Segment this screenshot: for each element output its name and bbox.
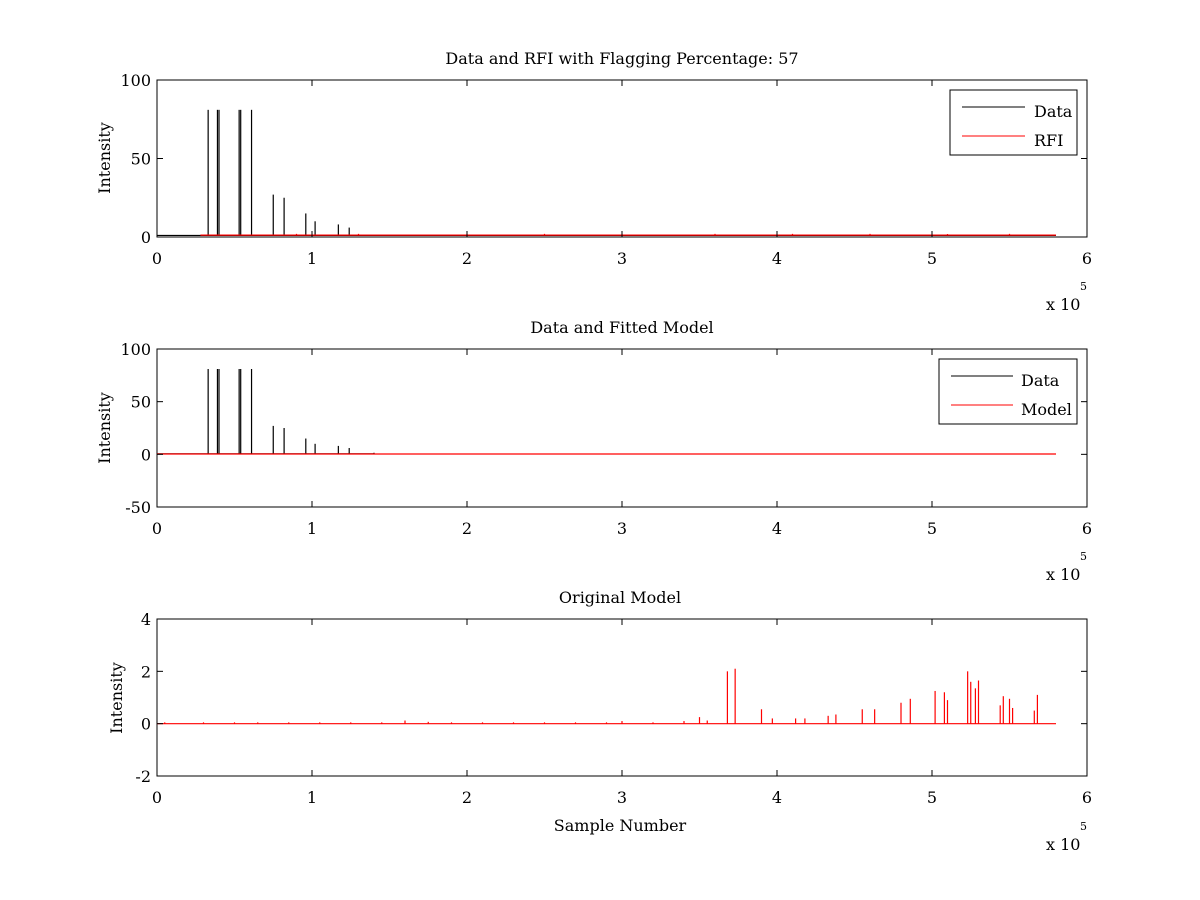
subplot-rfi-ylabel: Intensity xyxy=(95,122,114,194)
subplot-rfi-series-layer xyxy=(157,109,1056,237)
subplot-original-ytick-label-0: -2 xyxy=(135,767,151,786)
subplot-original-ylabel: Intensity xyxy=(107,662,126,734)
subplot-original-xtick-label-2: 2 xyxy=(462,788,472,807)
subplot-original-xtick-label-3: 3 xyxy=(617,788,627,807)
subplot-model-xtick-label-0: 0 xyxy=(152,519,162,538)
subplot-rfi-legend: Data RFI xyxy=(949,89,1078,156)
subplot-model-x-exponent: 5 xyxy=(1080,550,1087,563)
subplot-original-x-exponent: 5 xyxy=(1080,820,1087,833)
subplot-original-xtick-label-5: 5 xyxy=(927,788,937,807)
subplot-rfi-ticks: 0 1 2 3 4 5 6 0 50 100 xyxy=(120,71,1092,268)
subplot-rfi-x-exponent: 5 xyxy=(1080,280,1087,293)
subplot-rfi-xtick-label-2: 2 xyxy=(462,249,472,268)
subplot-rfi-xtick-label-4: 4 xyxy=(772,249,782,268)
subplot-rfi-ytick-label-1: 50 xyxy=(131,150,151,169)
subplot-original-ytick-label-3: 4 xyxy=(141,610,151,629)
subplot-model-legend: Data Model xyxy=(938,358,1078,425)
subplot-original-series-layer xyxy=(157,668,1056,725)
subplot-model-ylabel: Intensity xyxy=(95,392,114,464)
subplot-original-xtick-label-6: 6 xyxy=(1082,788,1092,807)
subplot-model-ytick-label-2: 50 xyxy=(131,393,151,412)
subplot-rfi-xtick-label-0: 0 xyxy=(152,249,162,268)
subplot-model-ytick-label-1: 0 xyxy=(141,445,151,464)
subplot-model-series-layer xyxy=(157,369,1056,455)
subplot-rfi: Data and RFI with Flagging Percentage: 5… xyxy=(95,49,1092,314)
subplot-model-x-multiplier: x 10 xyxy=(1046,565,1080,584)
subplot-rfi-xtick-label-3: 3 xyxy=(617,249,627,268)
subplot-rfi-xtick-label-6: 6 xyxy=(1082,249,1092,268)
subplot-model-title: Data and Fitted Model xyxy=(530,318,713,337)
subplot-original-xtick-label-0: 0 xyxy=(152,788,162,807)
subplot-rfi-xtick-label-5: 5 xyxy=(927,249,937,268)
subplot-rfi-axes xyxy=(156,79,1088,238)
subplot-model-xtick-label-6: 6 xyxy=(1082,519,1092,538)
subplot-model-xtick-label-4: 4 xyxy=(772,519,782,538)
subplot-model-xtick-label-1: 1 xyxy=(307,519,317,538)
subplot-model-xtick-label-2: 2 xyxy=(462,519,472,538)
subplot-original-ytick-label-1: 0 xyxy=(141,715,151,734)
subplot-original-title: Original Model xyxy=(559,588,681,607)
subplot-model-legend-box xyxy=(938,358,1078,425)
subplot-rfi-ytick-label-0: 0 xyxy=(141,228,151,247)
subplot-original-xtick-label-1: 1 xyxy=(307,788,317,807)
subplot-model-xtick-label-5: 5 xyxy=(927,519,937,538)
subplot-model-ytick-label-3: 100 xyxy=(120,340,151,359)
subplot-rfi-legend-box xyxy=(949,89,1078,156)
subplot-rfi-xtick-label-1: 1 xyxy=(307,249,317,268)
subplot-model-ytick-label-0: -50 xyxy=(125,498,151,517)
subplot-model-legend-model-label: Model xyxy=(1021,400,1072,419)
subplot-rfi-x-multiplier: x 10 xyxy=(1046,295,1080,314)
subplot-model-legend-data-label: Data xyxy=(1021,371,1060,390)
subplot-model-xtick-label-3: 3 xyxy=(617,519,627,538)
subplot-original-x-multiplier: x 10 xyxy=(1046,835,1080,854)
subplot-original-axes xyxy=(156,618,1088,777)
subplot-rfi-legend-rfi-label: RFI xyxy=(1034,131,1063,150)
subplot-rfi-legend-data-label: Data xyxy=(1034,102,1073,121)
subplot-rfi-title: Data and RFI with Flagging Percentage: 5… xyxy=(445,49,798,68)
subplot-original-xtick-label-4: 4 xyxy=(772,788,782,807)
subplot-original-ytick-label-2: 2 xyxy=(141,662,151,681)
subplot-original-xlabel: Sample Number xyxy=(554,816,687,835)
subplot-rfi-ytick-label-2: 100 xyxy=(120,71,151,90)
